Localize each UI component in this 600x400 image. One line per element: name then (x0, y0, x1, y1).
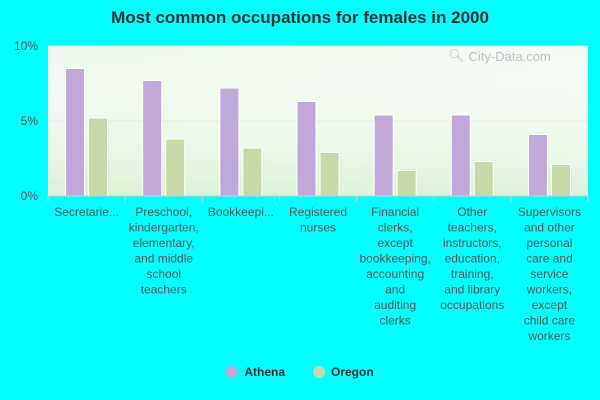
bar-oregon (550, 164, 571, 197)
x-tick-label: Financial clerks, except bookkeeping, accoun… (359, 205, 430, 328)
bar-athena (65, 68, 86, 197)
bar-oregon (473, 161, 494, 197)
legend-label-athena: Athena (244, 365, 285, 379)
watermark: 🔍︎ City-Data.com (448, 48, 551, 64)
y-tick-label: 10% (14, 39, 38, 53)
bar-oregon (88, 117, 109, 197)
bar-oregon (242, 147, 263, 197)
x-tick-label: Other teachers, instructors, education, trai… (440, 205, 504, 312)
x-tick-label: Supervisors and other personal care and serv… (518, 205, 581, 343)
bar-athena (142, 80, 163, 197)
legend-label-oregon: Oregon (331, 365, 374, 379)
y-tick-label: 5% (21, 114, 39, 128)
y-tick-label: 0% (21, 189, 39, 203)
bar-oregon (396, 170, 417, 197)
legend-swatch-athena (226, 366, 239, 378)
x-tick-label: Secretarie... (54, 205, 119, 219)
bar-athena (373, 114, 394, 197)
x-tick-label: Preschool, kindergarten, elementary, and mi… (129, 205, 199, 297)
watermark-text: City-Data.com (468, 48, 551, 64)
legend: Athena Oregon (0, 365, 600, 379)
legend-swatch-oregon (313, 366, 325, 378)
bar-oregon (165, 138, 186, 197)
bar-athena (450, 114, 471, 197)
x-tick-label: Registered nurses (289, 205, 347, 235)
x-tick-label: Bookkeepi... (208, 205, 274, 219)
search-icon: 🔍︎ (448, 48, 465, 63)
bar-athena (296, 101, 317, 197)
chart-title: Most common occupations for females in 2… (111, 8, 489, 27)
legend-item-athena: Athena (226, 365, 285, 379)
bar-athena (219, 87, 240, 197)
legend-item-oregon: Oregon (313, 365, 374, 379)
bar-oregon (319, 152, 340, 197)
bar-athena (527, 134, 548, 197)
